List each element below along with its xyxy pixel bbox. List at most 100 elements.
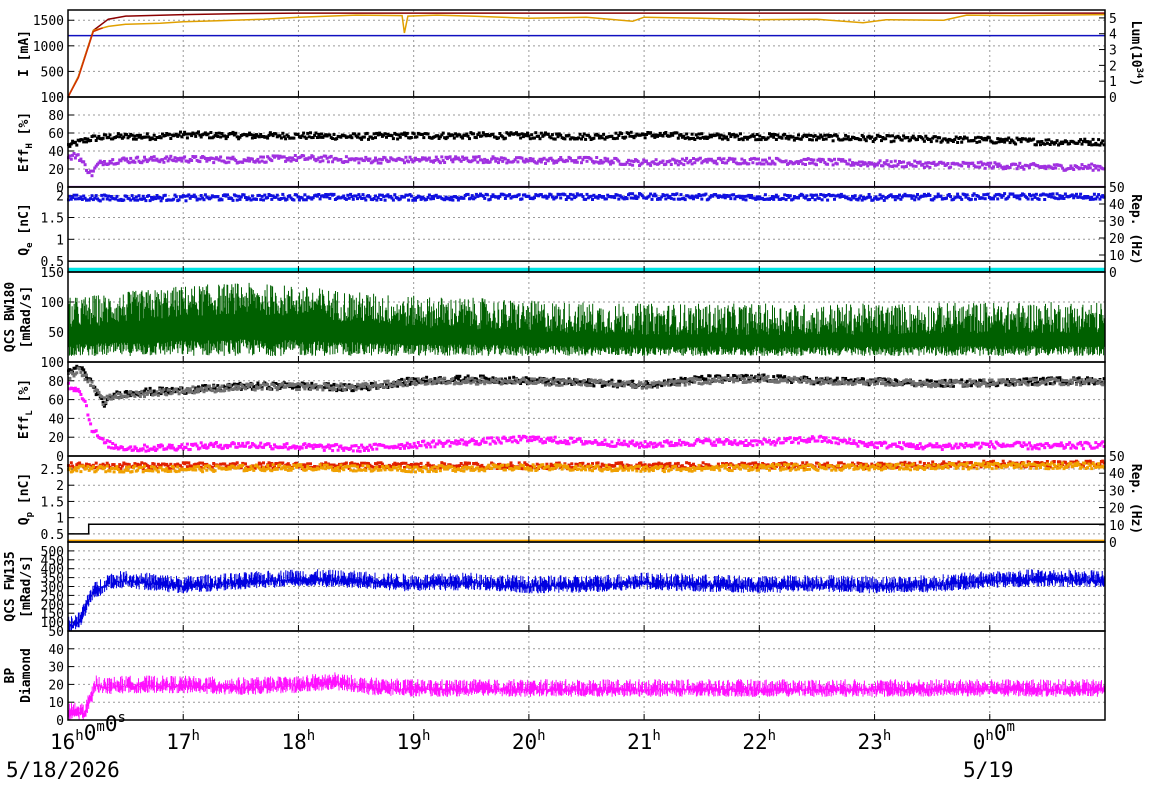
data-point <box>356 136 359 139</box>
data-point <box>1097 193 1100 196</box>
data-point <box>1047 138 1050 141</box>
data-point <box>404 156 407 159</box>
data-point <box>620 132 623 135</box>
data-point <box>884 441 887 444</box>
data-point <box>244 387 247 390</box>
data-point <box>471 194 474 197</box>
data-point <box>890 140 893 143</box>
data-point <box>970 198 973 201</box>
data-point <box>586 193 589 196</box>
data-point <box>422 136 425 139</box>
data-point <box>327 444 330 447</box>
data-point <box>992 165 995 168</box>
data-point <box>757 138 760 141</box>
data-point <box>109 198 112 201</box>
data-point <box>106 439 109 442</box>
data-point <box>706 161 709 164</box>
data-point <box>805 194 808 197</box>
data-point <box>269 388 272 391</box>
data-point <box>70 158 73 161</box>
data-point <box>250 133 253 136</box>
data-point <box>1046 142 1049 145</box>
data-point <box>1092 169 1095 172</box>
data-point <box>756 133 759 136</box>
data-point <box>912 195 915 198</box>
data-point <box>722 157 725 160</box>
data-point <box>750 376 753 379</box>
data-point <box>97 391 100 394</box>
data-point <box>938 136 941 139</box>
data-point <box>684 198 687 201</box>
data-point <box>504 137 507 140</box>
data-point <box>552 382 555 385</box>
data-point <box>1097 168 1100 171</box>
data-point <box>413 380 416 383</box>
data-point <box>451 134 454 137</box>
y-tick-label: 2 <box>56 479 64 494</box>
data-point <box>464 381 467 384</box>
data-point <box>104 194 107 197</box>
data-point <box>655 194 658 197</box>
data-point <box>344 160 347 163</box>
data-point <box>930 140 933 143</box>
data-point <box>317 133 320 136</box>
data-point <box>563 439 566 442</box>
data-point <box>576 161 579 164</box>
data-point <box>1083 138 1086 141</box>
data-point <box>1014 163 1017 166</box>
data-point <box>1057 197 1060 200</box>
data-point <box>736 379 739 382</box>
data-point <box>156 194 159 197</box>
data-point <box>519 137 522 140</box>
data-point <box>1092 198 1095 201</box>
data-point <box>474 158 477 161</box>
data-point <box>671 193 674 196</box>
data-point <box>814 198 817 201</box>
data-point <box>144 388 147 391</box>
data-point <box>104 133 107 136</box>
data-point <box>857 445 860 448</box>
data-point <box>949 166 952 169</box>
data-point <box>879 378 882 381</box>
data-point <box>178 198 181 201</box>
data-point <box>751 161 754 164</box>
data-point <box>812 194 815 197</box>
data-point <box>489 381 492 384</box>
data-point <box>946 141 949 144</box>
data-point <box>302 132 305 135</box>
data-point <box>841 378 844 381</box>
data-point <box>1075 383 1078 386</box>
data-point <box>774 163 777 166</box>
data-point <box>68 154 71 157</box>
data-point <box>355 388 358 391</box>
data-point <box>1050 378 1053 381</box>
data-point <box>691 133 694 136</box>
data-point <box>234 194 237 197</box>
data-point <box>772 198 775 201</box>
data-point <box>894 198 897 201</box>
data-point <box>407 446 410 449</box>
data-point <box>728 194 731 197</box>
data-point <box>68 377 71 380</box>
data-point <box>721 381 724 384</box>
data-point <box>146 132 149 135</box>
data-point <box>890 379 893 382</box>
data-point <box>926 379 929 382</box>
data-point <box>1079 384 1082 387</box>
data-point <box>107 397 110 400</box>
data-point <box>392 381 395 384</box>
data-point <box>905 165 908 168</box>
data-point <box>297 382 300 385</box>
data-point <box>590 195 593 198</box>
data-point <box>677 442 680 445</box>
data-point <box>580 440 583 443</box>
data-point <box>966 137 969 140</box>
series-effl-2 <box>67 382 1106 453</box>
data-point <box>530 377 533 380</box>
data-point <box>229 384 232 387</box>
data-point <box>362 193 365 196</box>
data-point <box>857 377 860 380</box>
data-point <box>433 159 436 162</box>
data-point <box>745 439 748 442</box>
data-point <box>102 163 105 166</box>
